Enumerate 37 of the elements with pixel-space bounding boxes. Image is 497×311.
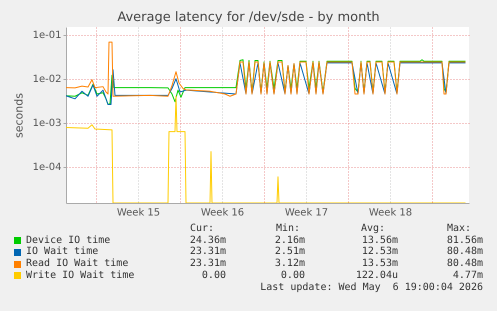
- text: 4.77m: [452, 270, 483, 282]
- chart-title: Average latency for /dev/sde - by month: [116, 10, 381, 25]
- text: 12.53m: [362, 246, 398, 258]
- text: Avg:: [361, 223, 386, 235]
- y-tick-label: 1e-02: [32, 74, 62, 86]
- y-tick-label: 1e-01: [32, 30, 62, 42]
- text: Min:: [276, 223, 300, 235]
- x-tick-label: Week 18: [368, 208, 412, 218]
- text: 0.00: [202, 270, 226, 282]
- text: Max:: [447, 223, 472, 235]
- legend-label: Device IO time: [26, 234, 110, 246]
- text: 80.48m: [446, 246, 483, 258]
- legend-label: IO Wait time: [26, 246, 98, 258]
- text: 13.56m: [362, 234, 398, 246]
- line-series: [66, 96, 466, 203]
- line-series: [66, 42, 466, 97]
- text: 81.56m: [446, 234, 483, 246]
- x-tick-label: Week 15: [116, 208, 160, 218]
- x-tick-label: Week 17: [284, 208, 328, 218]
- y-tick-label: 1e-04: [32, 162, 62, 174]
- text: 23.31m: [190, 246, 226, 258]
- text: Cur:: [190, 223, 214, 235]
- text: 2.51m: [274, 246, 305, 258]
- y-tick-label: 1e-03: [32, 118, 62, 130]
- text: 80.48m: [446, 258, 483, 270]
- legend-label: Read IO Wait time: [26, 258, 128, 270]
- text: 13.53m: [362, 258, 398, 270]
- text: 2.16m: [274, 234, 305, 246]
- legend-label: Write IO Wait time: [26, 270, 134, 282]
- text: 23.31m: [190, 258, 226, 270]
- text: 122.04u: [356, 270, 398, 282]
- text: Last update: Wed May 6 19:00:04 2026: [260, 282, 483, 294]
- y-axis-title: seconds: [12, 92, 26, 138]
- x-tick-label: Week 16: [200, 208, 244, 218]
- text: 3.12m: [274, 258, 305, 270]
- text: 24.36m: [190, 234, 226, 246]
- text: 0.00: [280, 270, 305, 282]
